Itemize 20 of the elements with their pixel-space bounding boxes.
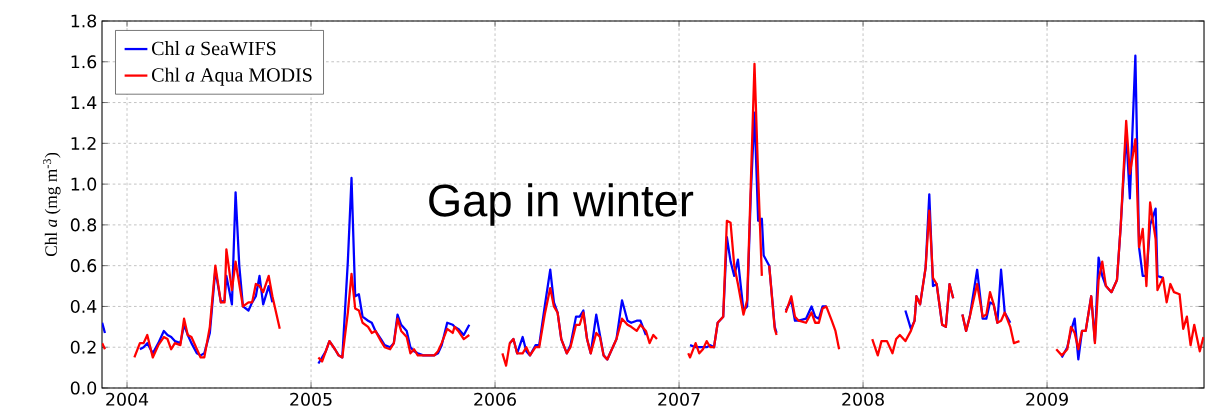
x-tick-label: 2009 [1026,392,1068,406]
x-tick-label: 2004 [106,392,149,406]
legend-label: Chl a SeaWIFS [152,41,276,56]
y-tick-label: 1.0 [71,177,97,191]
annotation: Gap in winter [429,183,694,226]
y-tick-label: 0.0 [70,381,97,395]
legend-label: Chl a Aqua MODIS [152,67,312,86]
y-tick-label: 1.6 [71,55,97,69]
y-tick-label: 0.4 [70,299,97,314]
y-tick-label: 0.8 [70,218,97,232]
y-axis-title: Chl a (mg m$^{-3}$) [43,152,61,257]
y-tick-label: 1.8 [71,14,97,28]
y-tick-label: 1.2 [71,136,96,150]
y-tick-label: 0.2 [70,340,96,354]
y-tick-label: 0.6 [70,259,97,273]
x-tick-label: 2006 [474,392,516,406]
x-tick-label: 2005 [290,392,332,406]
x-tick-label: 2007 [658,392,700,406]
x-tick-label: 2008 [842,392,884,406]
y-tick-label: 1.4 [71,96,97,109]
